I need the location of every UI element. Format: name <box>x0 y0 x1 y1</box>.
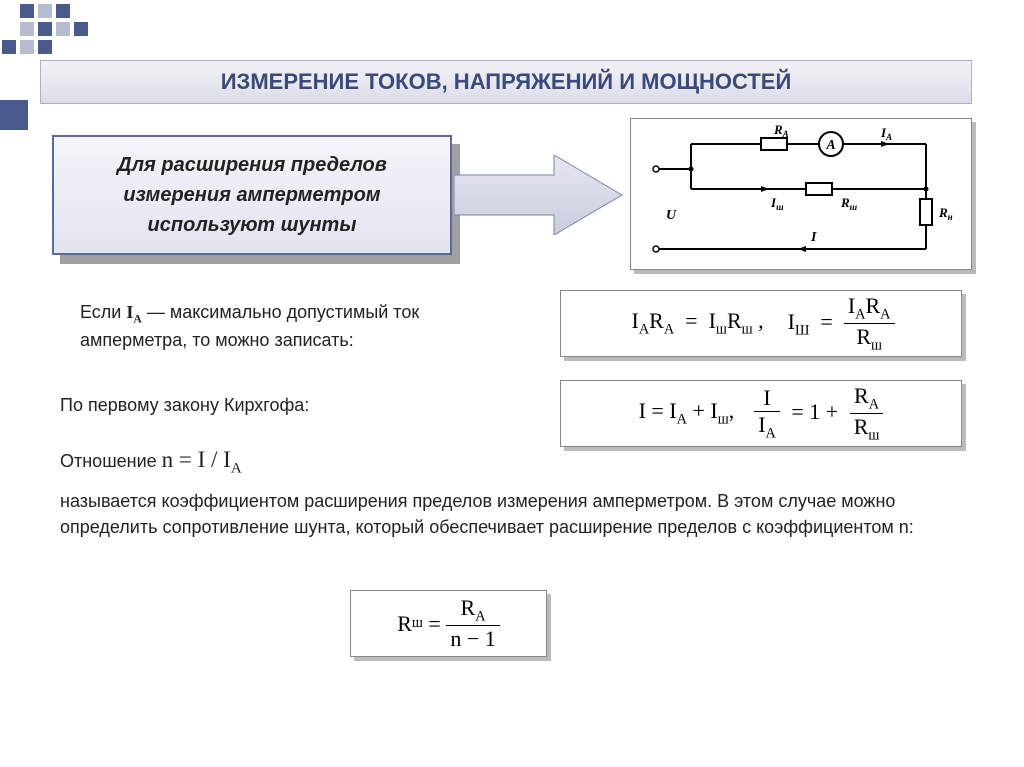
text-max-current: Если IA — максимально допустимый ток амп… <box>80 300 520 353</box>
f2-p1b: + I <box>687 398 718 423</box>
svg-text:A: A <box>825 138 835 153</box>
f2-p1a: A <box>677 412 687 428</box>
f1n-ia-sub: A <box>855 306 865 322</box>
f1-isH: I <box>788 309 795 334</box>
formula-shunt-resistance: Rш = RA n − 1 <box>350 590 547 657</box>
f1-ia-sub: A <box>639 322 649 338</box>
f1d-rsh: R <box>856 324 871 349</box>
arrow-icon <box>454 155 614 235</box>
svg-text:RA: RA <box>773 122 789 139</box>
f1-rsh-sub: ш <box>742 322 753 338</box>
intro-line-1: Для расширения пределов <box>117 154 387 176</box>
f1-ish: I <box>709 308 716 333</box>
ratio-sub: A <box>231 461 242 477</box>
f1d-rsh-sub: ш <box>871 337 882 353</box>
f1-eq: = <box>685 308 697 333</box>
ia-sub: A <box>133 313 141 326</box>
f3-num-sub: A <box>475 608 485 624</box>
f1-rsh: R <box>727 308 742 333</box>
svg-text:Rш: Rш <box>840 195 858 212</box>
f2-num2-sub: A <box>869 396 879 412</box>
f2-p1: I = I <box>639 398 677 423</box>
ratio-formula: n = I / I <box>162 447 231 472</box>
text3-prefix: Отношение <box>60 451 162 471</box>
intro-text: Для расширения пределов измерения амперм… <box>117 150 387 240</box>
f2-sep: , <box>729 398 735 423</box>
f2-num2: R <box>854 383 869 408</box>
f3-num: R <box>461 595 476 620</box>
f2-den2: R <box>854 414 869 439</box>
f1-sep: , <box>758 308 764 333</box>
f1-ish-sub: ш <box>716 322 727 338</box>
f2-den-sub: A <box>766 425 776 441</box>
f3-lhs-sub: ш <box>412 615 423 632</box>
title-bar: ИЗМЕРЕНИЕ ТОКОВ, НАПРЯЖЕНИЙ И МОЩНОСТЕЙ <box>40 60 972 104</box>
text-kirchhoff: По первому закону Кирхгофа: <box>60 395 309 416</box>
text-coefficient: называется коэффициентом расширения пред… <box>60 488 940 540</box>
formula-kirchhoff: I = IA + Iш, I IA = 1 + RA Rш <box>560 380 962 447</box>
f1n-ra: R <box>865 293 880 318</box>
intro-line-3: используют шунты <box>148 214 357 236</box>
f1n-ra-sub: A <box>880 306 890 322</box>
svg-text:Iш: Iш <box>770 195 784 212</box>
svg-text:Rн: Rн <box>938 205 953 222</box>
intro-box: Для расширения пределов измерения амперм… <box>52 135 452 255</box>
f2-p1bs: ш <box>718 412 729 428</box>
f1-isH-sub: Ш <box>795 322 809 338</box>
left-accent-bar <box>0 100 28 130</box>
f3-den: n − 1 <box>446 626 499 652</box>
svg-text:IA: IA <box>880 125 892 142</box>
f3-lhs: R <box>397 611 412 637</box>
text1-prefix: Если <box>80 302 126 322</box>
f2-num: I <box>754 385 780 412</box>
text-ratio: Отношение n = I / IA <box>60 447 242 478</box>
formula-voltage-equality: IARA = IшRш , IШ = IARA Rш <box>560 290 962 357</box>
f2-mid: = 1 + <box>791 399 838 424</box>
page-title: ИЗМЕРЕНИЕ ТОКОВ, НАПРЯЖЕНИЙ И МОЩНОСТЕЙ <box>221 69 792 95</box>
f1-ia: I <box>632 308 639 333</box>
decorative-squares <box>0 0 210 65</box>
f1-ra: R <box>649 308 664 333</box>
f2-den2-sub: ш <box>868 427 879 443</box>
circuit-diagram: A RA IA Iш Rш U I Rн <box>630 118 972 270</box>
svg-text:I: I <box>810 230 817 245</box>
f2-den: I <box>758 412 765 437</box>
f1-ra-sub: A <box>664 322 674 338</box>
intro-line-2: измерения амперметром <box>123 184 380 206</box>
svg-text:U: U <box>666 208 677 223</box>
